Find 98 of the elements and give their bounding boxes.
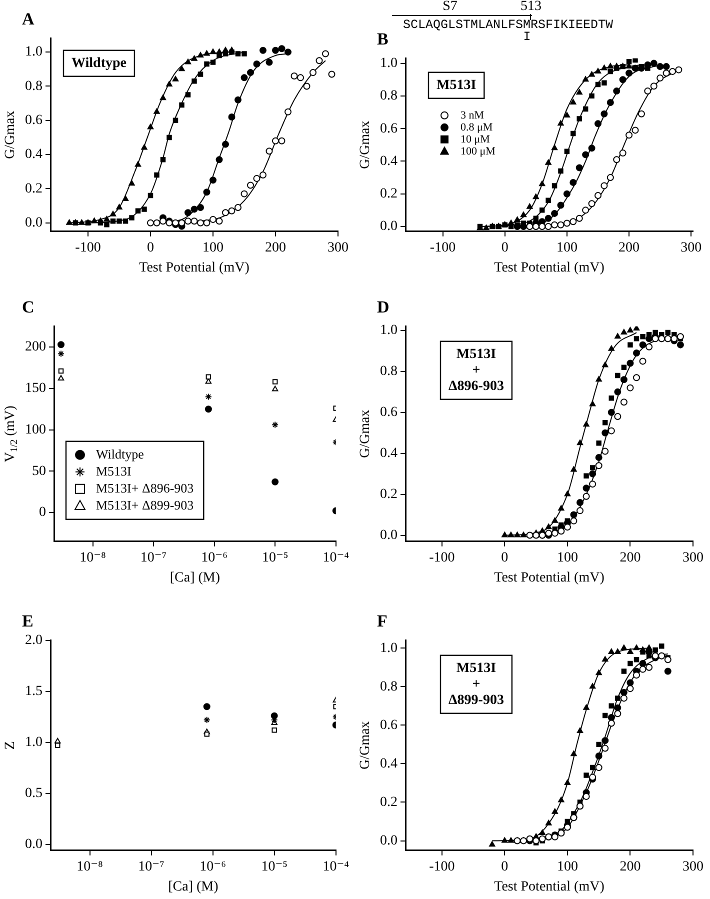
y-tick-label: 0.0 (380, 528, 398, 543)
y-tick-label: 0.4 (380, 756, 398, 772)
y-tick-label: 1.0 (25, 44, 42, 60)
x-tick-label: 0 (501, 859, 508, 874)
y-tick-label: 0.0 (25, 216, 42, 231)
legend-label: 10 μM (460, 133, 490, 146)
x-axis-title: Test Potential (mV) (494, 260, 605, 276)
x-tick-label: 10⁻⁴ (322, 550, 350, 566)
y-tick-label: 0 (39, 505, 46, 520)
y-tick-label: 1.0 (380, 323, 398, 338)
annotation: Wildtype (71, 56, 126, 72)
y-tick-label: 0.8 (380, 364, 398, 380)
y-tick-label: 0.2 (25, 181, 42, 196)
x-axis-title: Test Potential (mV) (494, 879, 605, 894)
y-axis-title: Z (3, 741, 18, 750)
y-axis-title: G/Gmax (358, 120, 373, 170)
x-tick-label: 10⁻⁷ (140, 550, 167, 566)
y-axis-title: G/Gmax (3, 110, 18, 160)
x-axis-title: Test Potential (mV) (494, 570, 605, 586)
y-tick-label: 0.2 (380, 186, 398, 202)
x-axis-title: [Ca] (M) (168, 879, 219, 894)
x-tick-label: 300 (682, 859, 704, 874)
x-tick-label: 100 (556, 859, 578, 874)
y-tick-label: 50 (32, 464, 46, 479)
x-tick-label: 10⁻⁵ (261, 859, 288, 874)
y-tick-label: 0.2 (380, 486, 398, 502)
x-tick-label: 0 (501, 240, 508, 256)
y-tick-label: 0.8 (380, 88, 398, 104)
legend-label: 3 nM (460, 109, 484, 122)
x-tick-label: 300 (680, 240, 702, 256)
x-tick-label: -100 (430, 240, 456, 256)
x-tick-label: 200 (620, 859, 641, 874)
x-tick-label: 300 (682, 550, 704, 566)
y-tick-label: 0.8 (380, 679, 398, 694)
y-tick-label: 0.8 (25, 78, 42, 94)
y-tick-label: 0.6 (380, 405, 398, 420)
y-tick-label: 0.0 (380, 219, 398, 234)
y-tick-label: 150 (25, 381, 46, 396)
chart-title: C (22, 298, 34, 317)
x-tick-label: 100 (556, 550, 578, 566)
x-tick-label: 200 (618, 240, 640, 256)
y-tick-label: 200 (25, 340, 46, 355)
x-tick-label: 10⁻⁵ (262, 550, 288, 566)
y-tick-label: 1.5 (25, 684, 42, 700)
y-tick-label: 0.0 (380, 833, 398, 848)
legend-label: 100 μM (460, 145, 496, 158)
y-tick-label: 0.4 (380, 446, 398, 462)
x-tick-label: 0 (147, 240, 154, 256)
x-tick-label: 300 (328, 240, 348, 256)
x-tick-label: 200 (620, 550, 641, 566)
x-axis-title: [Ca] (M) (170, 570, 220, 586)
text: SCLAQGLSTMLANLFSMRSFIKIEEDTW (403, 18, 614, 32)
annotation: M513I (436, 78, 476, 94)
legend-label: M513I+ Δ896-903 (96, 480, 194, 496)
y-axis-title: G/Gmax (358, 721, 373, 770)
y-tick-label: 0.4 (380, 154, 398, 169)
y-tick-label: 100 (25, 422, 46, 438)
x-tick-label: -100 (429, 859, 455, 874)
legend-label: M513I+ Δ899-903 (96, 497, 194, 512)
x-tick-label: 0 (501, 550, 508, 566)
x-tick-label: 10⁻⁴ (322, 859, 350, 874)
chart-title: B (377, 30, 388, 49)
y-axis-title: G/Gmax (358, 410, 373, 458)
text: I (523, 30, 531, 44)
annotation: M513I + Δ899-903 (448, 661, 504, 708)
y-tick-label: 0.2 (380, 794, 398, 810)
legend-label: 0.8 μM (460, 121, 493, 134)
x-tick-label: -100 (75, 240, 101, 256)
annotation: M513I + Δ896-903 (448, 347, 504, 394)
legend-label: M513I (96, 463, 132, 478)
x-tick-label: 10⁻⁶ (201, 550, 228, 566)
text: S7 (442, 0, 458, 14)
chart-title: F (377, 612, 388, 631)
x-tick-label: 10⁻⁷ (138, 859, 165, 874)
text: 513 (520, 0, 542, 14)
x-tick-label: 10⁻⁶ (200, 859, 226, 874)
x-axis-title: Test Potential (mV) (139, 260, 250, 276)
y-tick-label: 0.4 (25, 147, 42, 162)
y-tick-label: 0.0 (25, 836, 42, 852)
x-tick-label: 100 (556, 240, 578, 256)
chart-title: D (377, 298, 390, 317)
legend-label: Wildtype (96, 446, 144, 462)
y-tick-label: 0.5 (25, 786, 42, 801)
x-tick-label: -100 (429, 550, 455, 566)
y-axis-title: V1/2 (mV) (3, 405, 20, 462)
y-tick-label: 2.0 (25, 633, 42, 648)
chart-title: A (22, 10, 35, 29)
y-tick-label: 1.0 (380, 640, 398, 656)
chart-title: E (22, 612, 34, 631)
y-tick-label: 1.0 (25, 735, 42, 750)
x-tick-label: 10⁻⁸ (76, 859, 104, 874)
x-tick-label: 10⁻⁸ (80, 550, 106, 566)
x-tick-label: 200 (265, 240, 286, 256)
y-tick-label: 1.0 (380, 56, 398, 71)
y-tick-label: 0.6 (25, 113, 42, 128)
y-tick-label: 0.6 (380, 121, 398, 136)
y-tick-label: 0.6 (380, 718, 398, 733)
x-tick-label: 100 (202, 240, 224, 256)
